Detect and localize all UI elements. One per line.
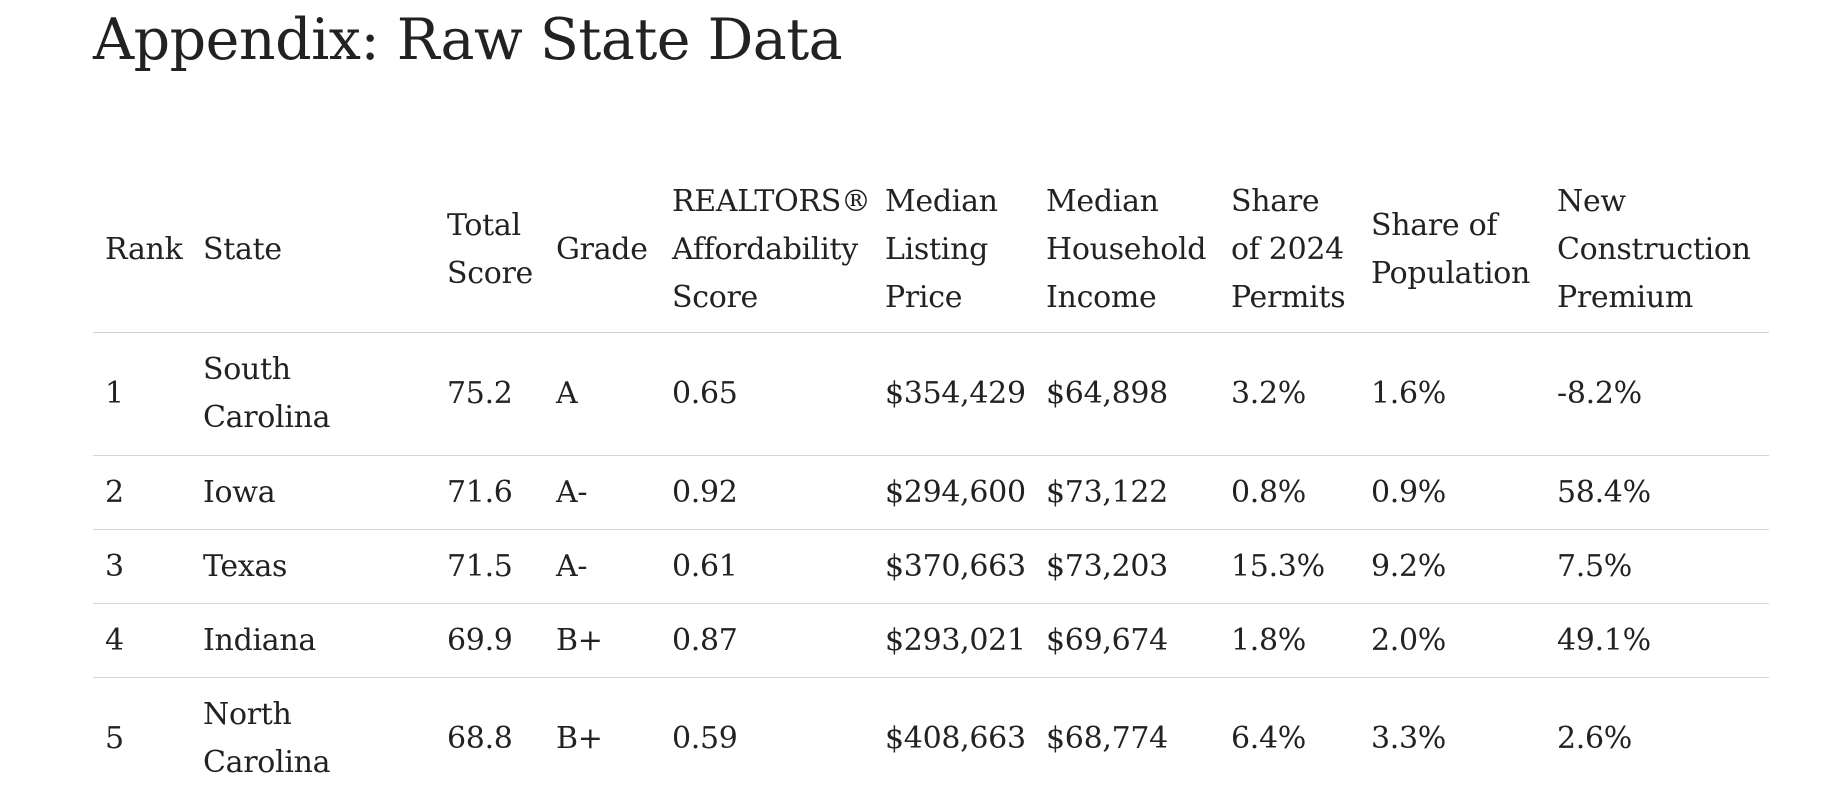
table-body: 1 South Carolina 75.2 A 0.65 $354,429 $6… <box>93 333 1769 800</box>
cell-median-household-income: $64,898 <box>1034 333 1219 456</box>
header-total-score: Total Score <box>435 168 544 333</box>
cell-share-population: 3.3% <box>1359 678 1545 800</box>
cell-new-construction-premium: -8.2% <box>1545 333 1769 456</box>
cell-median-listing-price: $354,429 <box>873 333 1034 456</box>
cell-state: Indiana <box>191 604 435 678</box>
state-data-table: Rank State Total Score Grade REALTORS® A… <box>93 168 1769 800</box>
cell-share-permits: 15.3% <box>1219 530 1359 604</box>
cell-new-construction-premium: 49.1% <box>1545 604 1769 678</box>
cell-rank: 1 <box>93 333 191 456</box>
table-header: Rank State Total Score Grade REALTORS® A… <box>93 168 1769 333</box>
cell-share-permits: 3.2% <box>1219 333 1359 456</box>
header-rank: Rank <box>93 168 191 333</box>
cell-rank: 3 <box>93 530 191 604</box>
cell-grade: A- <box>544 530 660 604</box>
cell-affordability-score: 0.87 <box>660 604 873 678</box>
header-state: State <box>191 168 435 333</box>
cell-grade: A <box>544 333 660 456</box>
cell-median-household-income: $73,203 <box>1034 530 1219 604</box>
cell-median-household-income: $68,774 <box>1034 678 1219 800</box>
cell-rank: 4 <box>93 604 191 678</box>
cell-new-construction-premium: 2.6% <box>1545 678 1769 800</box>
cell-median-listing-price: $293,021 <box>873 604 1034 678</box>
cell-total-score: 68.8 <box>435 678 544 800</box>
cell-state: Texas <box>191 530 435 604</box>
header-new-construction-premium: New Construction Premium <box>1545 168 1769 333</box>
table-row: 3 Texas 71.5 A- 0.61 $370,663 $73,203 15… <box>93 530 1769 604</box>
table-row: 1 South Carolina 75.2 A 0.65 $354,429 $6… <box>93 333 1769 456</box>
cell-state: South Carolina <box>191 333 435 456</box>
cell-total-score: 71.5 <box>435 530 544 604</box>
cell-share-population: 9.2% <box>1359 530 1545 604</box>
page-title: Appendix: Raw State Data <box>93 4 842 76</box>
cell-median-listing-price: $294,600 <box>873 456 1034 530</box>
cell-affordability-score: 0.59 <box>660 678 873 800</box>
cell-state: Iowa <box>191 456 435 530</box>
table-row: 2 Iowa 71.6 A- 0.92 $294,600 $73,122 0.8… <box>93 456 1769 530</box>
table-row: 4 Indiana 69.9 B+ 0.87 $293,021 $69,674 … <box>93 604 1769 678</box>
cell-median-listing-price: $408,663 <box>873 678 1034 800</box>
cell-share-permits: 0.8% <box>1219 456 1359 530</box>
cell-share-permits: 6.4% <box>1219 678 1359 800</box>
cell-total-score: 75.2 <box>435 333 544 456</box>
cell-total-score: 69.9 <box>435 604 544 678</box>
cell-affordability-score: 0.65 <box>660 333 873 456</box>
cell-share-population: 1.6% <box>1359 333 1545 456</box>
cell-new-construction-premium: 58.4% <box>1545 456 1769 530</box>
header-affordability-score: REALTORS® Affordability Score <box>660 168 873 333</box>
cell-total-score: 71.6 <box>435 456 544 530</box>
cell-median-household-income: $73,122 <box>1034 456 1219 530</box>
cell-median-listing-price: $370,663 <box>873 530 1034 604</box>
header-share-permits: Share of 2024 Permits <box>1219 168 1359 333</box>
header-median-listing-price: Median Listing Price <box>873 168 1034 333</box>
cell-median-household-income: $69,674 <box>1034 604 1219 678</box>
cell-share-population: 0.9% <box>1359 456 1545 530</box>
table-row: 5 North Carolina 68.8 B+ 0.59 $408,663 $… <box>93 678 1769 800</box>
cell-grade: A- <box>544 456 660 530</box>
cell-new-construction-premium: 7.5% <box>1545 530 1769 604</box>
cell-grade: B+ <box>544 604 660 678</box>
cell-affordability-score: 0.61 <box>660 530 873 604</box>
header-share-population: Share of Population <box>1359 168 1545 333</box>
cell-rank: 2 <box>93 456 191 530</box>
header-row: Rank State Total Score Grade REALTORS® A… <box>93 168 1769 333</box>
header-median-household-income: Median Household Income <box>1034 168 1219 333</box>
cell-share-population: 2.0% <box>1359 604 1545 678</box>
header-grade: Grade <box>544 168 660 333</box>
cell-rank: 5 <box>93 678 191 800</box>
cell-affordability-score: 0.92 <box>660 456 873 530</box>
cell-share-permits: 1.8% <box>1219 604 1359 678</box>
cell-state: North Carolina <box>191 678 435 800</box>
cell-grade: B+ <box>544 678 660 800</box>
